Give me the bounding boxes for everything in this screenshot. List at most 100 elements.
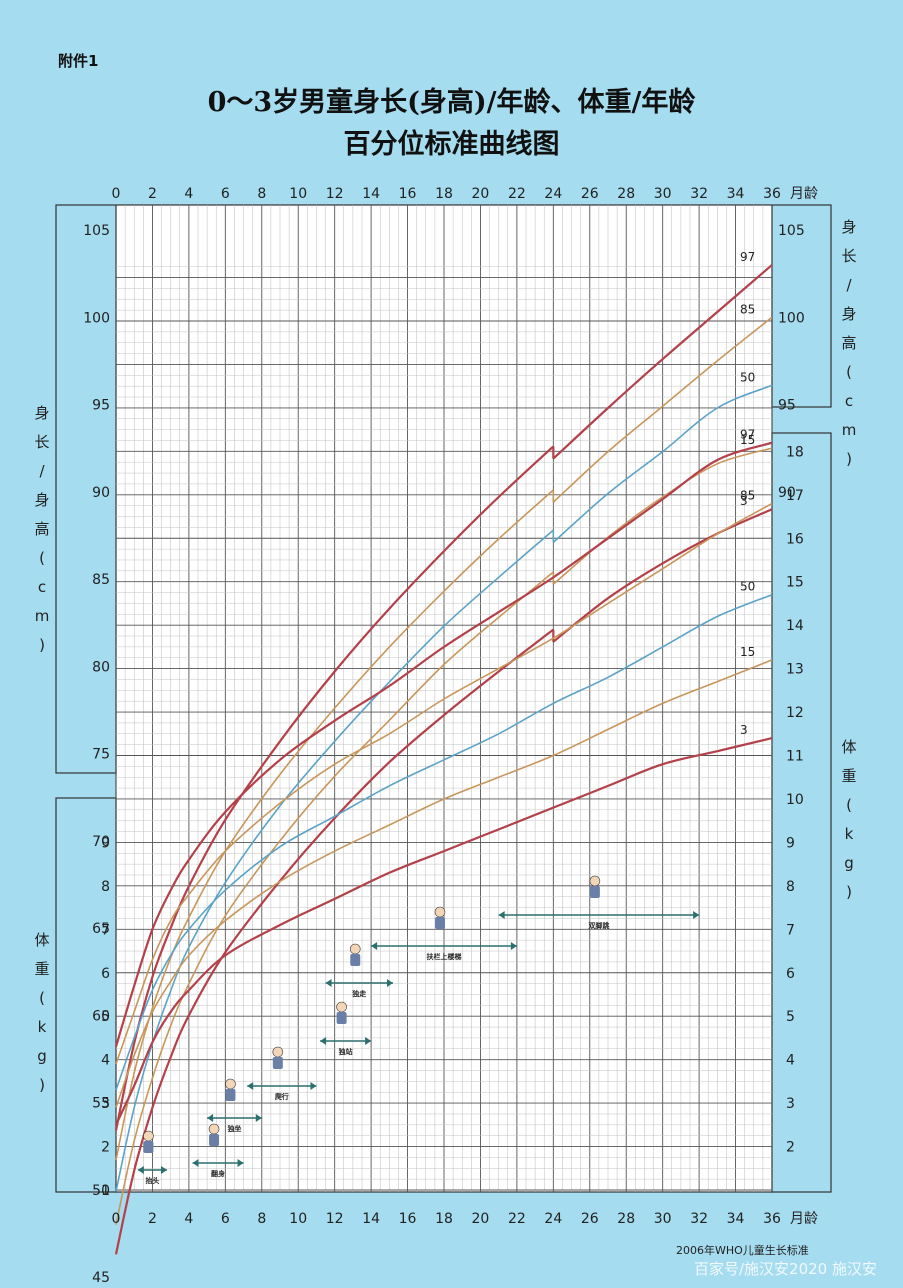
- svg-text:): ): [39, 1076, 45, 1094]
- x-tick-label-bottom: 16: [399, 1211, 417, 1227]
- x-tick-label-bottom: 8: [257, 1211, 266, 1227]
- milestone-label: 扶栏上楼梯: [427, 952, 462, 961]
- weight-tick-right: 4: [786, 1053, 795, 1069]
- x-tick-label-top: 24: [544, 186, 562, 202]
- x-tick-label-top: 4: [184, 186, 193, 202]
- svg-text:/: /: [39, 462, 45, 480]
- height-tick-left: 70: [92, 834, 110, 850]
- height-line-p85: [552, 316, 773, 503]
- axis-labels: 0022446688101012121414161618182020222224…: [34, 186, 856, 1286]
- weight-tick-left: 2: [101, 1140, 110, 1156]
- height-percentile-label: 3: [740, 494, 748, 508]
- weight-tick-right: 16: [786, 531, 804, 547]
- x-tick-label-top: 16: [399, 186, 417, 202]
- child-body-icon: [225, 1089, 236, 1101]
- child-head-icon: [336, 1001, 347, 1013]
- weight-percentile-label: 50: [740, 580, 755, 594]
- height-tick-left: 95: [92, 398, 110, 414]
- svg-text:体: 体: [34, 931, 49, 949]
- weight-percentile-label: 85: [740, 488, 755, 502]
- height-tick-left: 90: [92, 485, 110, 501]
- svg-text:长: 长: [841, 247, 856, 265]
- svg-text:体: 体: [841, 738, 856, 756]
- svg-text:长: 长: [34, 433, 49, 451]
- svg-text:身: 身: [34, 491, 49, 509]
- svg-text:(: (: [846, 796, 852, 814]
- svg-text:c: c: [845, 392, 853, 410]
- weight-tick-right: 15: [786, 575, 804, 591]
- child-head-icon: [434, 906, 446, 918]
- x-tick-label-top: 34: [727, 186, 745, 202]
- milestone-2: 翻身: [192, 1123, 244, 1178]
- svg-text:高: 高: [841, 334, 856, 352]
- milestone-label: 独走: [351, 989, 367, 998]
- arrow-left-icon: [207, 1114, 214, 1122]
- child-body-icon: [336, 1012, 347, 1024]
- height-tick-right: 90: [778, 485, 796, 501]
- arrow-left-icon: [371, 942, 378, 950]
- weight-percentile-label: 3: [740, 723, 748, 737]
- height-tick-left: 60: [92, 1008, 110, 1024]
- milestone-label: 独坐: [226, 1124, 241, 1133]
- arrow-left-icon: [247, 1082, 254, 1090]
- x-tick-label-top: 22: [508, 186, 526, 202]
- child-body-icon: [350, 954, 361, 966]
- child-body-icon: [272, 1057, 283, 1069]
- weight-tick-right: 7: [786, 922, 795, 938]
- height-percentile-label: 97: [740, 250, 755, 264]
- weight-tick-right: 3: [786, 1096, 795, 1112]
- arrow-right-icon: [237, 1159, 244, 1167]
- weight-percentile-label: 15: [740, 645, 755, 659]
- weight-tick-right: 5: [786, 1009, 795, 1025]
- child-head-icon: [225, 1078, 236, 1090]
- x-tick-label-bottom: 36: [763, 1211, 781, 1227]
- height-axis-title-left: 身长/身高(cm): [34, 404, 49, 654]
- height-tick-left: 85: [92, 572, 110, 588]
- svg-text:重: 重: [841, 767, 856, 785]
- arrow-right-icon: [365, 1037, 372, 1045]
- height-line-p50: [552, 384, 773, 543]
- x-tick-label-bottom: 10: [289, 1211, 307, 1227]
- svg-text:重: 重: [34, 960, 49, 978]
- weight-tick-right: 6: [786, 966, 795, 982]
- height-tick-left: 75: [92, 747, 110, 763]
- x-tick-label-bottom: 6: [221, 1211, 230, 1227]
- height-percentile-label: 85: [740, 302, 755, 316]
- arrow-left-icon: [320, 1037, 327, 1045]
- x-tick-label-top: 18: [435, 186, 453, 202]
- weight-tick-right: 13: [786, 662, 804, 678]
- x-tick-label-top: 10: [289, 186, 307, 202]
- height-line-p15: [115, 571, 554, 1225]
- height-axis-title-right: 身长/身高(cm): [841, 218, 856, 468]
- milestone-label: 双脚跳: [588, 921, 609, 930]
- child-body-icon: [143, 1141, 154, 1153]
- height-tick-left: 65: [92, 921, 110, 937]
- child-head-icon: [589, 875, 601, 887]
- svg-text:(: (: [846, 363, 852, 381]
- weight-tick-left: 6: [101, 966, 110, 982]
- chart-subtitle: 百分位标准曲线图: [343, 129, 560, 160]
- x-tick-label-bottom: 20: [472, 1211, 490, 1227]
- weight-tick-left: 5: [101, 1009, 110, 1025]
- weight-tick-right: 11: [786, 749, 804, 765]
- x-axis-unit-top: 月龄: [790, 186, 818, 202]
- child-body-icon: [589, 886, 600, 898]
- child-head-icon: [208, 1123, 220, 1135]
- svg-text:m: m: [35, 607, 50, 625]
- x-tick-label-top: 36: [763, 186, 781, 202]
- x-tick-label-bottom: 24: [544, 1211, 562, 1227]
- watermark: 百家号/施汉安2020 施汉安: [694, 1260, 877, 1278]
- source-note: 2006年WHO儿童生长标准: [676, 1244, 809, 1257]
- svg-text:k: k: [845, 825, 854, 843]
- chart-series: 97 85 50 15 3 97 85 50 15 3: [114, 250, 773, 1255]
- svg-text:g: g: [37, 1047, 47, 1065]
- svg-text:身: 身: [841, 218, 856, 236]
- height-tick-left: 55: [92, 1096, 110, 1112]
- weight-tick-right: 12: [786, 705, 804, 721]
- svg-text:身: 身: [34, 404, 49, 422]
- svg-text:): ): [39, 636, 45, 654]
- height-tick-left: 50: [92, 1183, 110, 1199]
- height-percentile-label: 15: [740, 433, 755, 447]
- svg-text:高: 高: [34, 520, 49, 538]
